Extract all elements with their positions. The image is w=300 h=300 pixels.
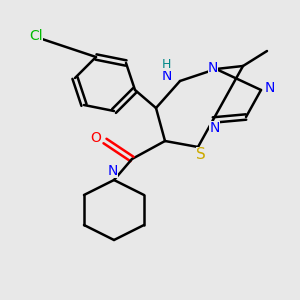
Text: S: S [196, 147, 206, 162]
Text: H: H [162, 58, 171, 71]
Text: N: N [209, 121, 220, 134]
Text: N: N [208, 61, 218, 74]
Text: O: O [91, 131, 101, 145]
Text: N: N [265, 82, 275, 95]
Text: Cl: Cl [29, 29, 43, 43]
Text: N: N [107, 164, 118, 178]
Text: N: N [161, 70, 172, 83]
